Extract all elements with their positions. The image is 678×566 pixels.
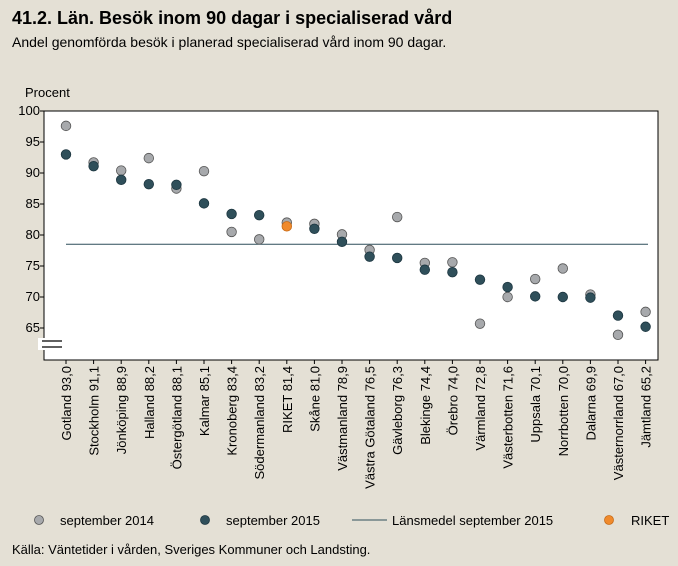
chart-title: 41.2. Län. Besök inom 90 dagar i special… [12,8,453,28]
legend-marker [200,515,210,525]
y-tick-label: 65 [26,320,40,335]
x-tick-label: Södermanland 83,2 [252,366,267,479]
x-tick-label: Halland 88,2 [142,366,157,439]
y-axis-label: Procent [25,85,70,100]
point-2014 [115,165,127,176]
x-tick-label: Gotland 93,0 [59,366,74,440]
legend-marker [34,515,44,525]
point-2014 [198,165,210,177]
x-tick-label: Kalmar 85,1 [197,366,212,436]
point-2015 [585,292,596,303]
point-2015 [612,310,624,321]
x-tick-label: Uppsala 70,1 [528,366,543,443]
x-tick-label: Västerbotten 71,6 [501,366,516,469]
point-2015 [226,208,237,220]
y-tick-label: 80 [26,227,40,242]
y-axis: 65 70 75 80 85 90 95 100 [18,103,44,335]
point-2014 [612,329,624,341]
point-2015 [88,160,99,172]
y-tick-label: 100 [18,103,40,118]
y-tick-label: 85 [26,196,40,211]
point-2015 [309,223,320,235]
y-tick-label: 75 [26,258,40,273]
legend-label: Länsmedel september 2015 [392,513,553,528]
x-axis: Gotland 93,0 Stockholm 91,1 Jönköping 88,9… [59,360,654,489]
point-2015 [198,198,210,209]
x-tick-label: RIKET 81,4 [280,366,295,433]
legend-marker [604,515,614,525]
chart-subtitle: Andel genomförda besök i planerad specia… [12,34,447,50]
x-tick-label: Blekinge 74,4 [418,366,433,445]
x-tick-label: Västra Götaland 76,5 [363,366,378,489]
point-2014 [392,211,403,223]
point-2015 [447,267,458,278]
point-2014 [557,263,569,274]
point-2015 [60,149,72,160]
point-2014 [474,318,486,329]
legend: september 2014 september 2015 Länsmedel se… [34,513,669,528]
point-2015 [143,178,155,190]
point-2014 [254,234,265,245]
point-2015 [419,264,431,275]
x-tick-label: Värmland 72,8 [473,366,488,451]
point-2015 [364,251,375,262]
legend-label: RIKET [631,513,669,528]
point-2014 [640,306,651,318]
point-2015 [336,236,348,248]
point-2015 [171,179,182,190]
x-tick-label: Västmanland 78,9 [335,366,350,471]
point-2014 [226,226,237,238]
point-2014 [502,291,513,303]
point-2015 [530,291,541,302]
point-2015 [557,291,569,303]
x-tick-label: Jämtland 65,2 [639,366,654,448]
x-tick-label: Stockholm 91,1 [87,366,102,456]
point-2014 [60,120,72,132]
y-tick-label: 90 [26,165,40,180]
plot-area [43,110,659,361]
source-note: Källa: Väntetider i vården, Sveriges Kom… [12,542,371,557]
legend-label: september 2014 [60,513,154,528]
x-tick-label: Kronoberg 83,4 [225,366,240,456]
point-2014 [143,152,155,164]
y-tick-label: 95 [26,134,40,149]
point-2015 [640,321,651,332]
legend-label: september 2015 [226,513,320,528]
axis-break-icon [38,338,62,350]
x-tick-label: Östergötland 88,1 [169,366,184,469]
x-tick-label: Västernorrland 67,0 [611,366,626,480]
y-tick-label: 70 [26,289,40,304]
point-2014 [530,273,541,285]
point-2015 [115,174,127,186]
x-tick-label: Jönköping 88,9 [114,366,129,454]
x-tick-label: Norrbotten 70,0 [556,366,571,456]
x-tick-label: Dalarna 69,9 [583,366,598,440]
point-2015 [502,281,513,293]
point-riket [281,221,293,232]
data-points [60,120,651,341]
point-2015 [254,209,265,221]
x-tick-label: Gävleborg 76,3 [390,366,405,455]
x-tick-label: Skåne 81,0 [307,366,322,432]
point-2015 [474,274,486,285]
point-2015 [392,252,403,264]
x-tick-label: Örebro 74,0 [445,366,460,435]
point-2014 [447,257,458,268]
